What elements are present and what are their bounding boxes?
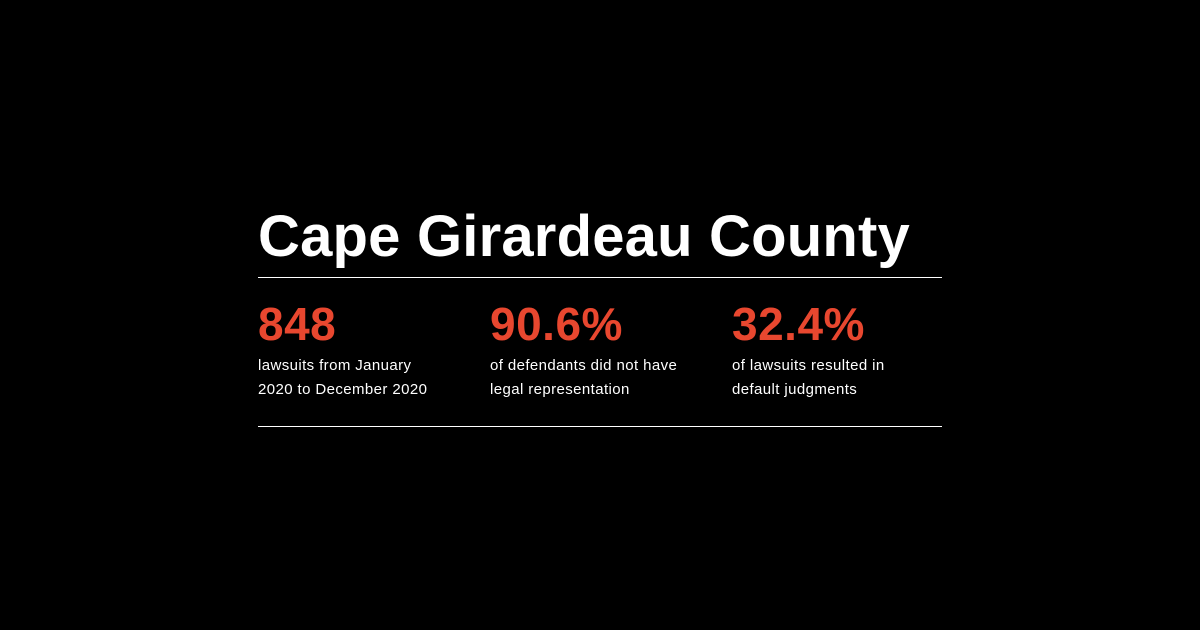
stat-description-line: of lawsuits resulted in bbox=[732, 357, 885, 374]
stat-value: 32.4% bbox=[732, 298, 865, 350]
stat-description: lawsuits from January 2020 to December 2… bbox=[258, 354, 468, 402]
stat-description: of defendants did not have legal represe… bbox=[490, 354, 710, 402]
stat-no-representation: 90.6% of defendants did not have legal r… bbox=[490, 298, 710, 402]
stat-lawsuits: 848 lawsuits from January 2020 to Decemb… bbox=[258, 298, 468, 402]
stat-description-line: legal representation bbox=[490, 381, 630, 398]
stat-value: 848 bbox=[258, 298, 337, 350]
county-stats-card: Cape Girardeau County 848 lawsuits from … bbox=[258, 202, 942, 427]
top-divider bbox=[258, 277, 942, 278]
bottom-divider bbox=[258, 426, 942, 427]
stat-description-line: 2020 to December 2020 bbox=[258, 381, 428, 398]
county-title: Cape Girardeau County bbox=[258, 204, 910, 269]
stats-row: 848 lawsuits from January 2020 to Decemb… bbox=[258, 298, 942, 408]
stat-value: 90.6% bbox=[490, 298, 623, 350]
stat-description-line: default judgments bbox=[732, 381, 858, 398]
stat-description: of lawsuits resulted in default judgment… bbox=[732, 354, 942, 402]
stat-description-line: of defendants did not have bbox=[490, 357, 678, 374]
stat-description-line: lawsuits from January bbox=[258, 357, 412, 374]
stat-default-judgments: 32.4% of lawsuits resulted in default ju… bbox=[732, 298, 942, 402]
